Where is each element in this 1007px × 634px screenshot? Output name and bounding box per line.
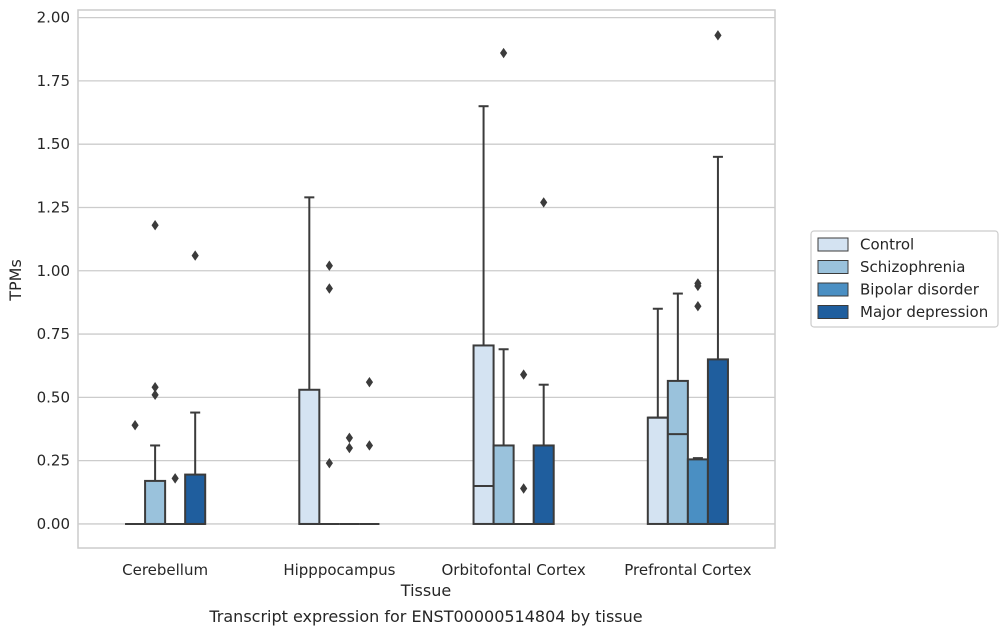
outlier-point xyxy=(325,457,333,469)
outlier-point xyxy=(171,473,179,484)
outlier-point xyxy=(365,440,374,451)
x-tick-label: Prefrontal Cortex xyxy=(624,561,751,579)
box-bipolar-disorder xyxy=(513,369,534,525)
outlier-point xyxy=(500,47,508,59)
box-schizophrenia xyxy=(319,260,340,525)
outlier-point xyxy=(325,260,333,271)
y-axis-label: TPMs xyxy=(6,259,25,302)
legend-swatch xyxy=(817,237,849,252)
x-tick-label: Hipppocampus xyxy=(283,561,395,579)
box-major-depression xyxy=(184,250,207,525)
legend-swatch xyxy=(817,260,849,274)
y-tick-label: 1.50 xyxy=(37,135,70,153)
box-marks xyxy=(125,30,729,525)
box-control xyxy=(646,307,669,525)
outlier-point xyxy=(714,30,722,41)
box-major-depression xyxy=(532,197,555,525)
box-body xyxy=(298,388,321,525)
box-bipolar-disorder xyxy=(165,473,186,525)
outlier-point xyxy=(520,483,528,494)
legend-swatch xyxy=(817,282,849,297)
box-major-depression xyxy=(706,30,729,525)
box-body xyxy=(492,444,515,525)
outlier-point xyxy=(325,283,333,294)
outlier-point xyxy=(151,220,159,231)
outlier-point xyxy=(694,278,702,289)
chart-caption: Transcript expression for ENST0000051480… xyxy=(208,607,642,626)
outlier-point xyxy=(345,442,353,454)
y-tick-label: 1.00 xyxy=(37,262,70,280)
box-body xyxy=(184,473,207,525)
y-tick-label: 1.25 xyxy=(37,198,70,216)
legend-label: Control xyxy=(860,236,914,254)
outlier-point xyxy=(365,376,374,388)
outlier-point xyxy=(520,369,528,380)
box-body xyxy=(646,416,669,525)
y-tick-label: 0.00 xyxy=(37,515,70,533)
box-control xyxy=(298,196,321,525)
legend-frame xyxy=(810,230,999,328)
box-body xyxy=(686,458,709,525)
y-tick-label: 0.25 xyxy=(37,452,70,470)
box-body xyxy=(706,358,729,525)
legend-swatch xyxy=(817,305,849,319)
outlier-point xyxy=(151,382,159,393)
box-schizophrenia xyxy=(144,220,167,525)
outlier-point xyxy=(540,197,548,208)
x-axis-ticks: Cerebellum Hipppocampus Orbitofontal Corte… xyxy=(122,561,751,579)
legend-label: Major depression xyxy=(860,303,988,321)
y-tick-label: 0.50 xyxy=(37,388,70,406)
box-control xyxy=(125,420,146,525)
box-bipolar-disorder xyxy=(339,432,360,525)
box-bipolar-disorder xyxy=(686,278,709,525)
y-tick-label: 1.75 xyxy=(37,72,70,90)
legend: Control Schizophrenia Bipolar disorder Majo… xyxy=(810,230,999,328)
box-schizophrenia xyxy=(492,47,515,525)
outlier-point xyxy=(151,389,159,401)
x-tick-label: Cerebellum xyxy=(122,561,208,579)
x-axis-label: Tissue xyxy=(400,581,451,600)
box-body xyxy=(532,444,555,525)
outlier-point xyxy=(694,301,702,312)
box-body xyxy=(472,344,495,525)
box-major-depression xyxy=(359,376,380,525)
box-schizophrenia xyxy=(666,292,689,525)
box-body xyxy=(666,379,689,525)
x-tick-label: Orbitofontal Cortex xyxy=(442,561,586,579)
y-tick-label: 2.00 xyxy=(37,9,70,27)
box-body xyxy=(144,479,167,525)
legend-label: Bipolar disorder xyxy=(860,281,980,299)
outlier-point xyxy=(345,432,353,444)
y-axis-ticks: 0.00 0.25 0.50 0.75 1.00 1.25 1.50 1.75 2.00 xyxy=(37,9,70,533)
outlier-point xyxy=(191,250,199,261)
plot-frame xyxy=(77,9,776,549)
legend-label: Schizophrenia xyxy=(860,258,965,276)
box-control xyxy=(472,105,495,525)
y-tick-label: 0.75 xyxy=(37,325,70,343)
outlier-point xyxy=(131,420,139,431)
